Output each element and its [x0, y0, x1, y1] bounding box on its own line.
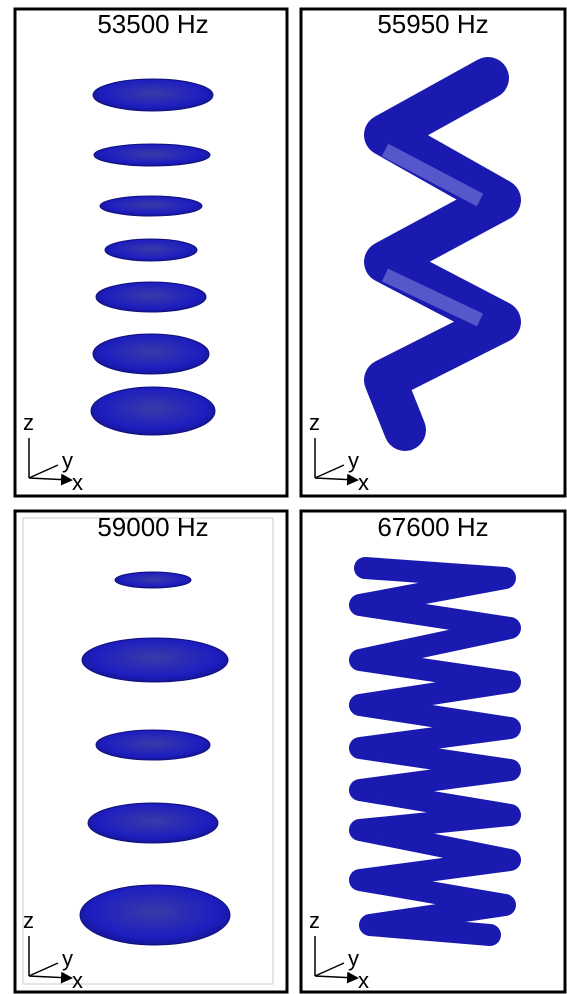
axis-label: x [358, 470, 369, 495]
axis-label: z [309, 410, 320, 435]
figure: 53500 Hz 55950 Hz 59000 Hz 67600 Hz z y … [0, 0, 567, 994]
axis-label: x [358, 968, 369, 993]
panel-title: 53500 Hz [97, 9, 208, 39]
axis-label: z [309, 908, 320, 933]
mode-shape [80, 572, 230, 945]
panel-title: 59000 Hz [97, 512, 208, 542]
mode-shape [385, 78, 500, 430]
axis-label: z [23, 410, 34, 435]
mode-shape [91, 79, 215, 435]
axis-label: z [23, 908, 34, 933]
panel-title: 55950 Hz [377, 9, 488, 39]
mode-shape [360, 568, 510, 935]
axis-label: x [72, 470, 83, 495]
axis-label: x [72, 968, 83, 993]
panel-title: 67600 Hz [377, 512, 488, 542]
